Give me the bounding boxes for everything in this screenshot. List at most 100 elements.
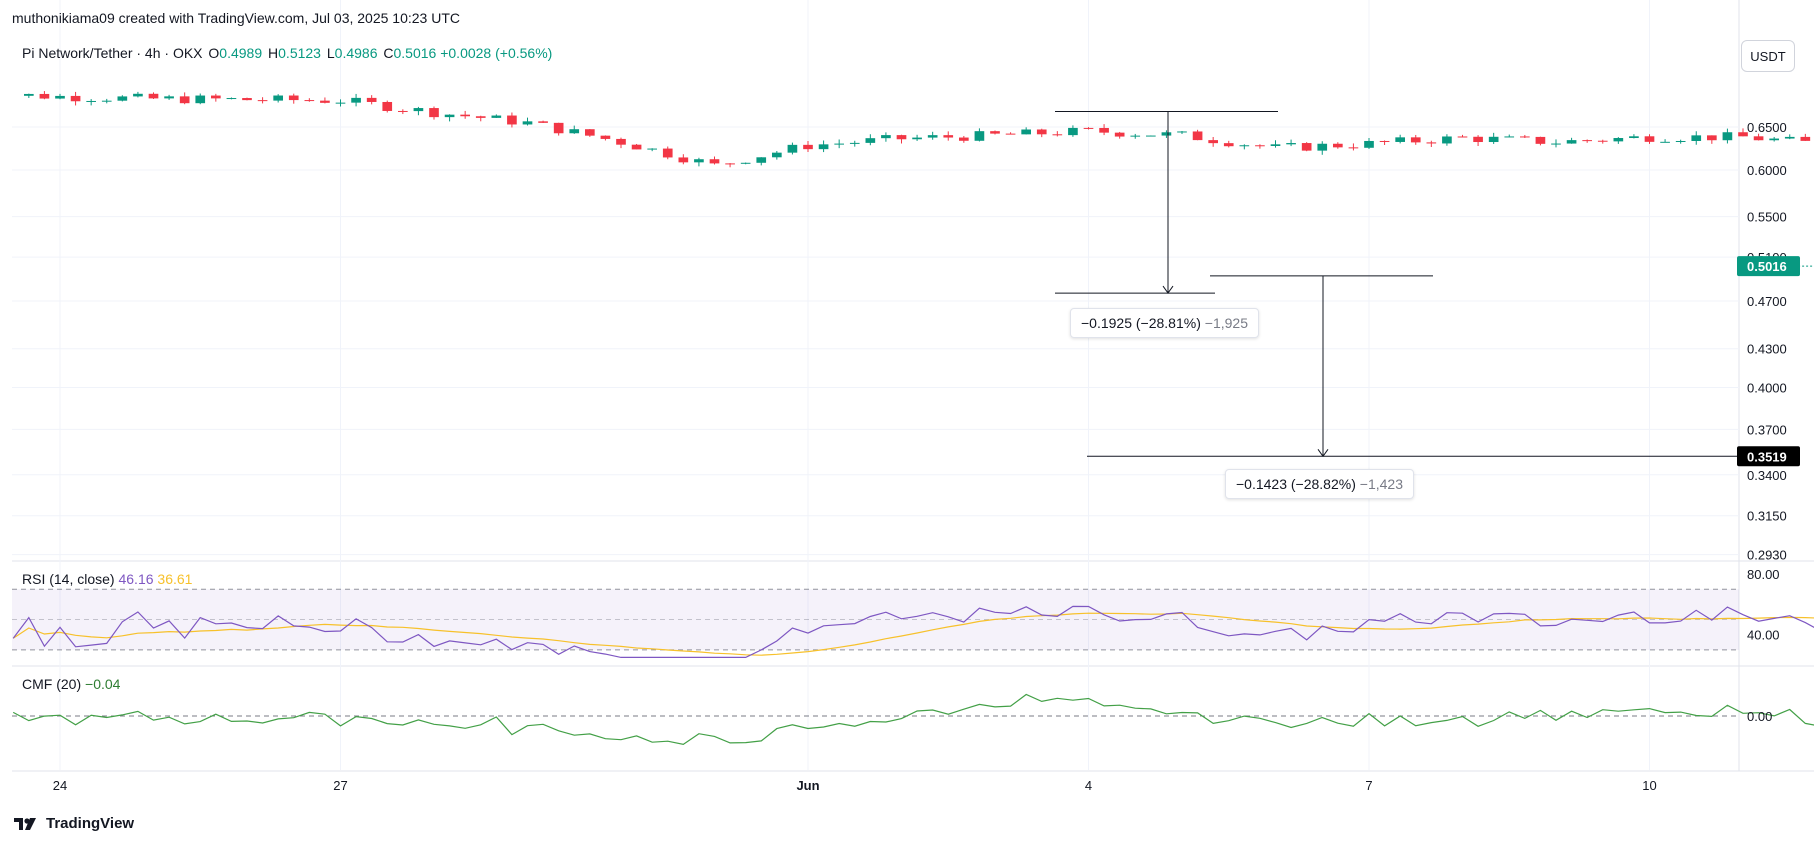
candle-body — [1644, 136, 1655, 142]
candle-body — [1520, 136, 1530, 138]
measure-2-main: −0.1423 (−28.82%) — [1236, 476, 1356, 492]
cmf-label[interactable]: CMF (20) — [22, 676, 82, 692]
candle-body — [148, 93, 159, 99]
candle-body — [491, 115, 502, 118]
candle-series — [24, 91, 1811, 168]
tradingview-logo-icon — [14, 817, 36, 830]
candle-body — [787, 144, 798, 153]
candle-body — [1083, 127, 1094, 129]
measure-label-1[interactable]: −0.1925 (−28.81%) −1,925 — [1070, 308, 1259, 338]
time-tick-label: 4 — [1085, 778, 1092, 793]
rsi-ma-value: 36.61 — [157, 571, 193, 587]
candle-body — [1504, 136, 1515, 138]
candle-body — [756, 157, 767, 163]
measure-2-arrowhead — [1317, 449, 1329, 458]
candle-body — [1769, 138, 1779, 141]
candle-body — [849, 142, 860, 144]
grid-lines — [12, 0, 1814, 772]
candle-body — [1364, 140, 1374, 148]
candle-body — [1473, 136, 1483, 143]
candle-body — [382, 101, 393, 111]
last-price-tag-bg — [1737, 256, 1800, 277]
rsi-line — [12, 605, 1814, 658]
candle-body — [1208, 140, 1218, 144]
candle-body — [1738, 132, 1748, 137]
candle-body — [70, 95, 81, 102]
candle-body — [585, 129, 595, 136]
drawings[interactable] — [1055, 111, 1814, 458]
candle-body — [1551, 143, 1561, 145]
candle-body — [709, 159, 720, 164]
close-value: 0.5016 — [393, 45, 437, 61]
tradingview-brand[interactable]: TradingView — [14, 815, 134, 832]
candle-body — [1566, 140, 1577, 144]
symbol-legend: Pi Network/Tether · 4h · OKX O0.4989 H0.… — [22, 45, 552, 61]
axes: 0.65000.60000.55000.51000.47000.43000.40… — [53, 120, 1814, 793]
rsi-ma-line — [12, 612, 1814, 656]
cmf-legend: CMF (20) −0.04 — [22, 676, 120, 692]
candle-body — [257, 100, 268, 102]
low-value: 0.4986 — [334, 45, 378, 61]
candle-body — [678, 157, 689, 163]
candle-body — [1753, 136, 1764, 141]
candle-body — [553, 122, 564, 134]
candle-body — [881, 135, 891, 139]
candle-body — [226, 98, 237, 100]
candle-body — [631, 144, 642, 150]
candle-body — [1052, 134, 1063, 136]
last-price-tag: 0.5016 — [1747, 259, 1787, 274]
candle-body — [1036, 129, 1047, 135]
cmf-line — [12, 693, 1814, 746]
candle-body — [865, 138, 876, 143]
candle-body — [616, 138, 626, 145]
price-tick-label: 0.5500 — [1747, 210, 1787, 225]
candle-body — [818, 144, 829, 150]
candle-body — [211, 95, 221, 99]
candle-body — [1457, 136, 1468, 138]
candle-body — [86, 100, 96, 102]
candle-body — [195, 95, 206, 104]
candle-body — [1021, 129, 1031, 135]
brand-name: TradingView — [46, 815, 135, 832]
candle-body — [1192, 131, 1203, 141]
price-tick-label: 0.6500 — [1747, 120, 1787, 135]
symbol-name[interactable]: Pi Network/Tether · 4h · OKX — [22, 45, 203, 61]
candle-body — [1348, 147, 1359, 149]
candle-body — [1099, 127, 1109, 133]
candle-body — [398, 110, 408, 112]
currency-button[interactable]: USDT — [1741, 40, 1795, 72]
price-tick-label: 0.4700 — [1747, 294, 1787, 309]
candle-body — [1270, 144, 1281, 146]
candle-body — [990, 131, 1000, 134]
candle-body — [912, 137, 922, 140]
candle-body — [1442, 136, 1452, 144]
candle-body — [1333, 143, 1343, 148]
indicator-lines — [12, 605, 1814, 746]
measure-2-bars: −1,423 — [1359, 476, 1403, 492]
candle-body — [803, 144, 813, 150]
target-price-tag: 0.3519 — [1747, 449, 1787, 464]
candle-body — [943, 135, 954, 138]
candle-body — [1707, 135, 1717, 141]
price-tick-label: 0.6000 — [1747, 163, 1787, 178]
candle-body — [101, 100, 112, 102]
candle-body — [1317, 143, 1328, 151]
candle-body — [335, 102, 346, 104]
candle-body — [1395, 137, 1405, 142]
candle-body — [1613, 138, 1624, 142]
candle-body — [242, 98, 252, 101]
candle-body — [351, 97, 361, 103]
price-tick-label: 0.3150 — [1747, 509, 1787, 524]
candle-body — [133, 93, 143, 97]
candle-body — [772, 152, 782, 158]
candle-body — [1410, 137, 1421, 143]
candle-body — [1286, 143, 1296, 145]
candle-body — [444, 114, 455, 118]
measure-label-2[interactable]: −0.1423 (−28.82%) −1,423 — [1225, 469, 1414, 499]
rsi-label[interactable]: RSI (14, close) — [22, 571, 115, 587]
rsi-tick-label: 40.00 — [1747, 628, 1780, 643]
candle-body — [475, 116, 486, 118]
close-label: C — [383, 45, 394, 61]
candle-body — [1582, 140, 1592, 142]
